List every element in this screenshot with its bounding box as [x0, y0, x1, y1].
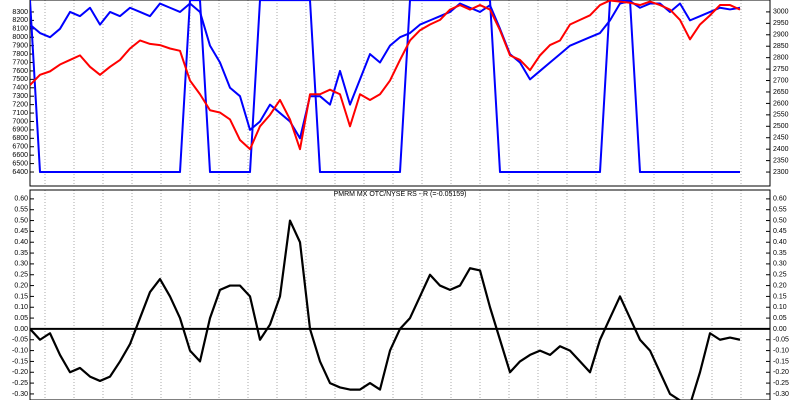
y-tick-label: -0.05 — [12, 337, 28, 344]
y2-tick-label: 0.40 — [773, 239, 787, 246]
y-tick-label: 0.55 — [14, 207, 28, 214]
y2-tick-label: 0.10 — [773, 304, 787, 311]
y-tick-label: 6600 — [12, 152, 28, 159]
y-tick-label: 6400 — [12, 169, 28, 176]
y-tick-label: 0.00 — [14, 326, 28, 333]
panel-frame — [29, 189, 771, 400]
y2-tick-label: -0.20 — [773, 369, 789, 376]
series-line — [30, 0, 741, 151]
y-tick-label: 7800 — [12, 51, 28, 58]
y2-tick-label: 0.00 — [773, 326, 787, 333]
y2-tick-label: 2500 — [773, 123, 789, 130]
panel-frame — [29, 0, 771, 187]
y-tick-label: -0.20 — [12, 369, 28, 376]
y2-tick-label: 0.45 — [773, 228, 787, 235]
y2-tick-label: -0.15 — [773, 358, 789, 365]
y2-tick-label: 2400 — [773, 146, 789, 153]
y2-tick-label: 2900 — [773, 32, 789, 39]
y-tick-label: 0.30 — [14, 261, 28, 268]
y2-tick-label: 2850 — [773, 43, 789, 50]
y-tick-label: 7400 — [12, 85, 28, 92]
y2-tick-label: 0.60 — [773, 196, 787, 203]
y2-tick-label: 0.15 — [773, 293, 787, 300]
panel-title: PMRM MX OTC/NYSE RS - R (=-0.05159) — [334, 191, 467, 198]
y-tick-label: 0.25 — [14, 272, 28, 279]
y2-tick-label: 2450 — [773, 135, 789, 142]
y-tick-label: 7000 — [12, 118, 28, 125]
y2-tick-label: 2700 — [773, 77, 789, 84]
y2-tick-label: 0.50 — [773, 217, 787, 224]
y2-tick-label: -0.30 — [773, 391, 789, 398]
y-tick-label: 0.60 — [14, 196, 28, 203]
y2-tick-label: -0.10 — [773, 347, 789, 354]
y2-tick-label: 2800 — [773, 54, 789, 61]
y-tick-label: -0.25 — [12, 380, 28, 387]
y-tick-label: 6500 — [12, 160, 28, 167]
y-tick-label: 0.50 — [14, 217, 28, 224]
y2-tick-label: 0.55 — [773, 207, 787, 214]
series-line — [30, 0, 740, 174]
y2-tick-label: 0.35 — [773, 250, 787, 257]
y-tick-label: 7200 — [12, 101, 28, 108]
y2-tick-label: 2300 — [773, 169, 789, 176]
y2-tick-label: 2550 — [773, 112, 789, 119]
y-tick-label: -0.10 — [12, 347, 28, 354]
y2-tick-label: 2650 — [773, 89, 789, 96]
y2-tick-label: -0.25 — [773, 380, 789, 387]
y-tick-label: 0.20 — [14, 282, 28, 289]
y-tick-label: -0.30 — [12, 391, 28, 398]
y-tick-label: 8200 — [12, 17, 28, 24]
y-tick-label: 6800 — [12, 135, 28, 142]
series-line — [30, 219, 741, 400]
y-tick-label: 7300 — [12, 93, 28, 100]
y2-tick-label: 0.25 — [773, 272, 787, 279]
y-tick-label: -0.15 — [12, 358, 28, 365]
y-tick-label: 7900 — [12, 43, 28, 50]
y2-tick-label: -0.05 — [773, 337, 789, 344]
y-tick-label: 6900 — [12, 127, 28, 134]
y-tick-label: 0.45 — [14, 228, 28, 235]
y2-tick-label: 0.20 — [773, 282, 787, 289]
y-tick-label: 0.05 — [14, 315, 28, 322]
series-line — [30, 0, 741, 140]
y2-tick-label: 2600 — [773, 100, 789, 107]
y-tick-label: 7100 — [12, 110, 28, 117]
y2-tick-label: 2350 — [773, 157, 789, 164]
y2-tick-label: 2750 — [773, 66, 789, 73]
y2-tick-label: 2950 — [773, 20, 789, 27]
y-tick-label: 6700 — [12, 144, 28, 151]
y-tick-label: 7500 — [12, 76, 28, 83]
y2-tick-label: 3000 — [773, 9, 789, 16]
y-tick-label: 0.40 — [14, 239, 28, 246]
y-tick-label: 8100 — [12, 26, 28, 33]
y2-tick-label: 0.30 — [773, 261, 787, 268]
y-tick-label: 8000 — [12, 34, 28, 41]
y-tick-label: 8300 — [12, 9, 28, 16]
y-tick-label: 0.10 — [14, 304, 28, 311]
y-tick-label: 0.15 — [14, 293, 28, 300]
y2-tick-label: 0.05 — [773, 315, 787, 322]
y-tick-label: 7600 — [12, 68, 28, 75]
vertical-grid — [44, 0, 742, 400]
y-tick-label: 7700 — [12, 59, 28, 66]
y-tick-label: 0.35 — [14, 250, 28, 257]
